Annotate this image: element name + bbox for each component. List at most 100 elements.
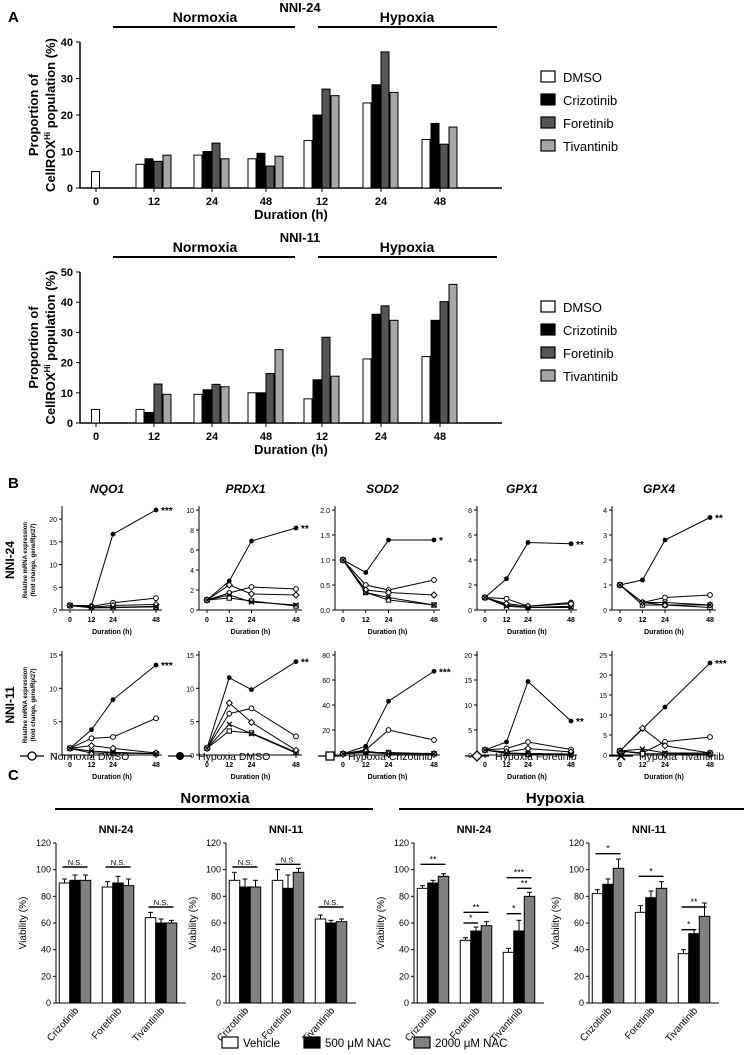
y-tick-label: 10 [599, 713, 607, 720]
x-tick-label: Crizotinib [578, 1005, 614, 1044]
series-line [484, 597, 572, 607]
bar [271, 879, 284, 1004]
x-axis-label: Duration (h) [254, 207, 328, 222]
line-plot: 0 5 10 15 0 12 24 48 Duration (h) *** [49, 651, 173, 781]
bar [312, 379, 322, 424]
panel-label-b: B [8, 475, 19, 492]
legend-swatch [540, 93, 556, 106]
line-plot: 0 5 10 15 20 0 12 24 48 Duration (h) *** [49, 506, 173, 636]
x-tick-label: 48 [567, 617, 575, 624]
bar [335, 921, 348, 1004]
point [707, 660, 713, 666]
y-tick-label: 20 [49, 517, 57, 524]
x-axis-label: Duration (h) [368, 774, 408, 781]
bar [91, 408, 100, 424]
bar [135, 408, 145, 424]
legend-swatch [540, 323, 556, 336]
x-axis-label: Duration (h) [92, 629, 132, 636]
legend-label: DMSO [563, 300, 602, 315]
point [110, 531, 116, 537]
legend-marker [471, 750, 483, 762]
point [707, 734, 713, 740]
bar [69, 879, 81, 1004]
x-tick-label: 48 [434, 196, 446, 208]
y-axis-label-1: Proportion of [26, 306, 41, 389]
bar [634, 911, 647, 1004]
y-label-part: population (%) [43, 38, 58, 132]
series-line [206, 707, 297, 749]
bar [122, 885, 135, 1004]
y-tick-label: 0 [67, 183, 73, 195]
bar [144, 158, 154, 189]
point [431, 737, 437, 743]
y-axis-label-1: Proportion of [26, 73, 41, 156]
point [153, 715, 159, 722]
point [568, 541, 574, 547]
bar [371, 313, 381, 424]
bar [153, 383, 163, 424]
y-tick-label: 0 [190, 608, 194, 615]
point [110, 749, 116, 756]
y-tick-label: 100 [569, 865, 584, 875]
point [293, 750, 299, 756]
x-tick-label: 24 [248, 762, 256, 769]
point [662, 704, 668, 710]
legend-label: Hypoxia Tivantinib [639, 751, 724, 763]
point [431, 750, 437, 757]
significance-label: * [606, 844, 610, 854]
x-axis-label: Duration (h) [507, 629, 547, 636]
point [525, 604, 531, 611]
line-plot: 0 5 10 15 0 12 24 48 Duration (h) ** [186, 651, 309, 781]
point [662, 750, 668, 756]
x-tick-label: Foretinib [90, 1005, 125, 1042]
x-tick-label: 0 [483, 762, 487, 769]
bar [228, 879, 241, 1004]
chart-title: NNI-11 [280, 230, 320, 245]
row-label: NNI-11 [3, 686, 17, 724]
legend-label: Tivantinib [563, 139, 618, 154]
bar [448, 126, 458, 189]
bar [144, 917, 157, 1004]
bar [292, 871, 305, 1004]
series-line [619, 750, 711, 755]
series-line [342, 559, 435, 606]
x-tick-label: 12 [316, 431, 328, 443]
point [293, 525, 299, 531]
y-tick-label: 15 [49, 653, 57, 660]
y-tick-label: 40 [61, 297, 73, 309]
legend-swatch [540, 116, 556, 129]
bar [162, 393, 172, 424]
point [87, 741, 96, 750]
y-label-sup: Hi [43, 364, 52, 372]
y-tick-label: 15 [49, 540, 57, 547]
row-label: NNI-24 [3, 541, 17, 579]
legend-label: Hypoxia Foretinib [495, 751, 577, 763]
bar [256, 392, 266, 424]
chart-title: NNI-24 [457, 824, 493, 836]
point [226, 592, 233, 598]
x-tick-label: 0 [483, 617, 487, 624]
x-tick-label: 0 [341, 617, 345, 624]
series-line [206, 723, 297, 754]
significance-label: ** [521, 878, 529, 888]
x-tick-label: 24 [109, 762, 117, 769]
y-tick-label: 5 [53, 720, 57, 727]
point [204, 745, 210, 752]
point [707, 515, 713, 520]
y-axis-label: Viability (%) [188, 897, 199, 950]
point [524, 744, 532, 753]
point [431, 577, 437, 583]
bar [330, 375, 340, 424]
y-tick-label: 0 [67, 418, 73, 430]
bar [314, 918, 327, 1004]
significance-label: ** [715, 514, 723, 525]
bar [523, 895, 536, 1004]
y-tick-label: 0.5 [320, 583, 330, 590]
series-line [484, 741, 572, 751]
bar [193, 393, 203, 424]
x-tick-label: 0 [618, 762, 622, 769]
